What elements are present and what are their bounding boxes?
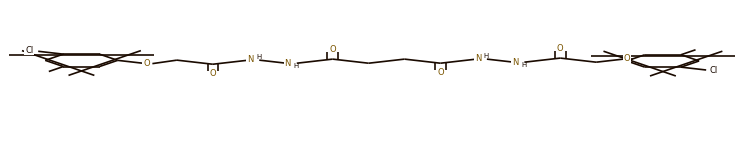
- Text: Cl: Cl: [25, 46, 33, 55]
- Text: N: N: [512, 58, 519, 67]
- Text: Cl: Cl: [710, 66, 718, 75]
- Text: H: H: [521, 62, 526, 68]
- Text: H: H: [293, 63, 299, 69]
- Text: O: O: [437, 68, 443, 77]
- Text: O: O: [210, 69, 216, 78]
- Text: N: N: [475, 54, 481, 63]
- Text: O: O: [557, 44, 563, 53]
- Text: O: O: [143, 59, 149, 68]
- Text: O: O: [329, 45, 336, 54]
- Text: N: N: [284, 59, 291, 68]
- Text: O: O: [624, 54, 630, 63]
- Text: H: H: [483, 53, 489, 59]
- Text: H: H: [256, 54, 261, 60]
- Text: N: N: [247, 55, 253, 64]
